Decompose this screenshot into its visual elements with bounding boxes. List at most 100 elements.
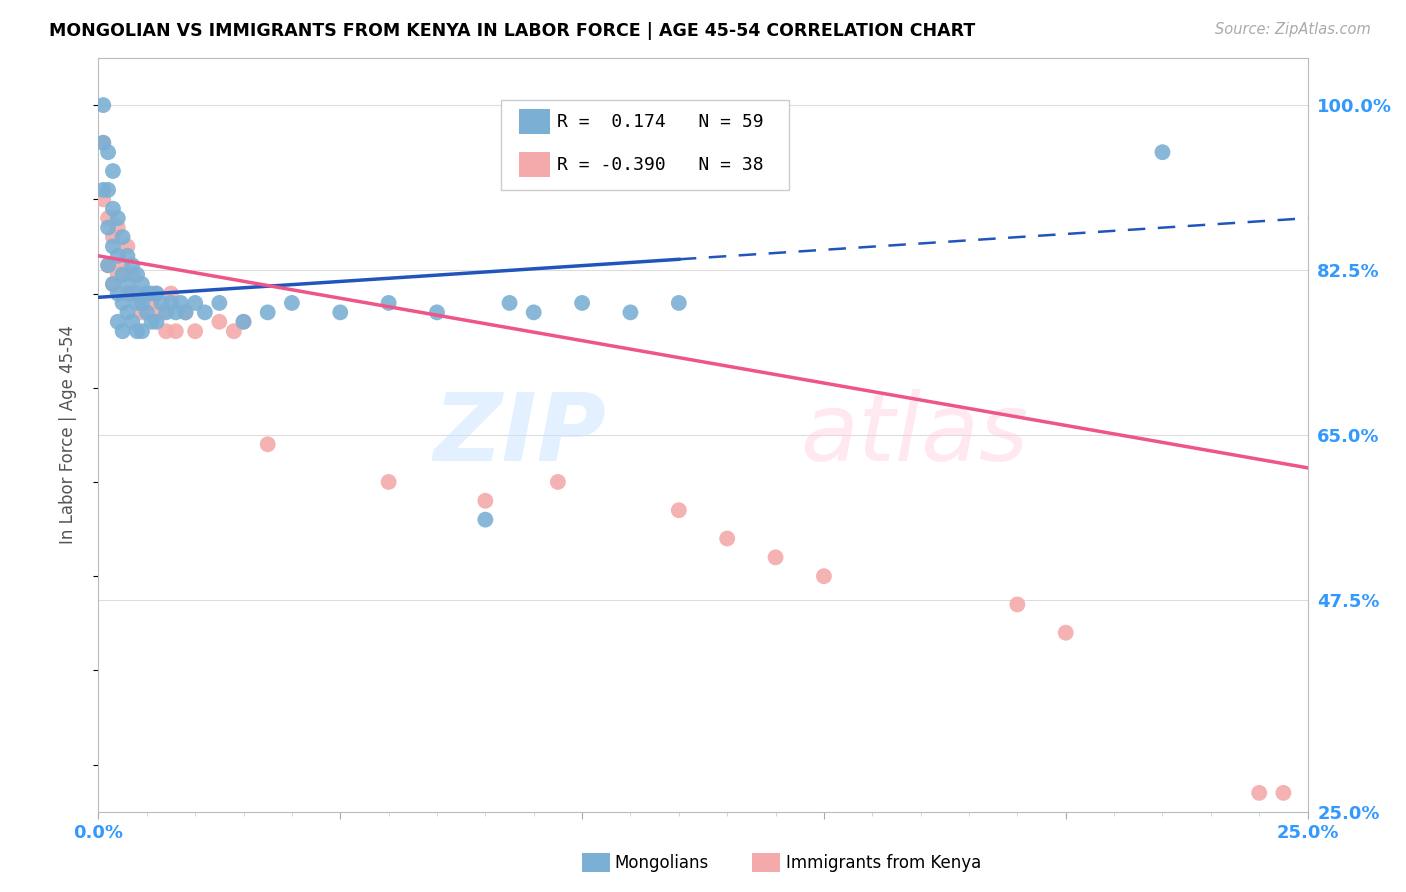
Point — [107, 220, 129, 235]
Point — [377, 296, 399, 310]
Text: Immigrants from Kenya: Immigrants from Kenya — [786, 854, 981, 871]
Point — [121, 258, 143, 272]
Point — [145, 286, 167, 301]
Point — [117, 305, 139, 319]
Point — [160, 296, 183, 310]
Point — [208, 315, 231, 329]
Point — [155, 324, 177, 338]
Point — [135, 305, 157, 319]
Point — [571, 296, 593, 310]
Point — [1272, 786, 1295, 800]
Point — [150, 305, 173, 319]
Point — [523, 305, 546, 319]
Point — [97, 258, 120, 272]
Point — [101, 230, 124, 244]
Point — [155, 305, 177, 319]
Point — [1152, 145, 1174, 160]
Point — [474, 493, 496, 508]
Text: R = -0.390   N = 38: R = -0.390 N = 38 — [557, 155, 763, 174]
Point — [194, 305, 217, 319]
Point — [141, 315, 163, 329]
Point — [121, 286, 143, 301]
Point — [184, 296, 207, 310]
Point — [426, 305, 449, 319]
Point — [668, 296, 690, 310]
Point — [131, 277, 153, 291]
Point — [127, 268, 149, 282]
Point — [377, 475, 399, 489]
Point — [117, 249, 139, 263]
Point — [174, 305, 197, 319]
Point — [127, 296, 149, 310]
Point — [111, 296, 134, 310]
Point — [135, 286, 157, 301]
Y-axis label: In Labor Force | Age 45-54: In Labor Force | Age 45-54 — [59, 326, 77, 544]
Point — [141, 286, 163, 301]
Point — [111, 268, 134, 282]
Point — [222, 324, 245, 338]
Point — [97, 220, 120, 235]
Point — [127, 324, 149, 338]
Point — [97, 145, 120, 160]
Text: Mongolians: Mongolians — [614, 854, 709, 871]
Point — [101, 277, 124, 291]
Point — [111, 230, 134, 244]
Point — [107, 286, 129, 301]
Point — [91, 98, 114, 112]
Point — [813, 569, 835, 583]
Point — [107, 211, 129, 226]
Text: ZIP: ZIP — [433, 389, 606, 481]
Point — [131, 305, 153, 319]
Point — [117, 239, 139, 253]
Point — [169, 296, 191, 310]
Point — [127, 286, 149, 301]
Point — [256, 437, 278, 451]
Text: MONGOLIAN VS IMMIGRANTS FROM KENYA IN LABOR FORCE | AGE 45-54 CORRELATION CHART: MONGOLIAN VS IMMIGRANTS FROM KENYA IN LA… — [49, 22, 976, 40]
Point — [97, 211, 120, 226]
Point — [232, 315, 254, 329]
Point — [117, 286, 139, 301]
Point — [97, 183, 120, 197]
Point — [145, 315, 167, 329]
Point — [91, 183, 114, 197]
Point — [256, 305, 278, 319]
Point — [91, 136, 114, 150]
Point — [474, 513, 496, 527]
Point — [101, 239, 124, 253]
Point — [101, 164, 124, 178]
Point — [91, 192, 114, 206]
Point — [131, 296, 153, 310]
Point — [107, 315, 129, 329]
Point — [121, 268, 143, 282]
Point — [150, 296, 173, 310]
Point — [765, 550, 787, 565]
Point — [141, 296, 163, 310]
Point — [131, 324, 153, 338]
Point — [107, 268, 129, 282]
Point — [97, 258, 120, 272]
Text: Source: ZipAtlas.com: Source: ZipAtlas.com — [1215, 22, 1371, 37]
Point — [1249, 786, 1271, 800]
Point — [1007, 598, 1029, 612]
Point — [281, 296, 304, 310]
Point — [165, 324, 187, 338]
Point — [184, 324, 207, 338]
Text: atlas: atlas — [800, 389, 1028, 481]
Point — [111, 324, 134, 338]
Point — [619, 305, 641, 319]
Point — [547, 475, 569, 489]
Point — [160, 286, 183, 301]
Point — [1054, 625, 1077, 640]
Point — [135, 286, 157, 301]
Point — [498, 296, 520, 310]
Point — [101, 202, 124, 216]
Point — [121, 315, 143, 329]
Point — [668, 503, 690, 517]
Point — [208, 296, 231, 310]
Point — [329, 305, 352, 319]
Point — [117, 277, 139, 291]
Text: R =  0.174   N = 59: R = 0.174 N = 59 — [557, 112, 763, 131]
Point — [91, 136, 114, 150]
Point — [165, 305, 187, 319]
Point — [145, 286, 167, 301]
